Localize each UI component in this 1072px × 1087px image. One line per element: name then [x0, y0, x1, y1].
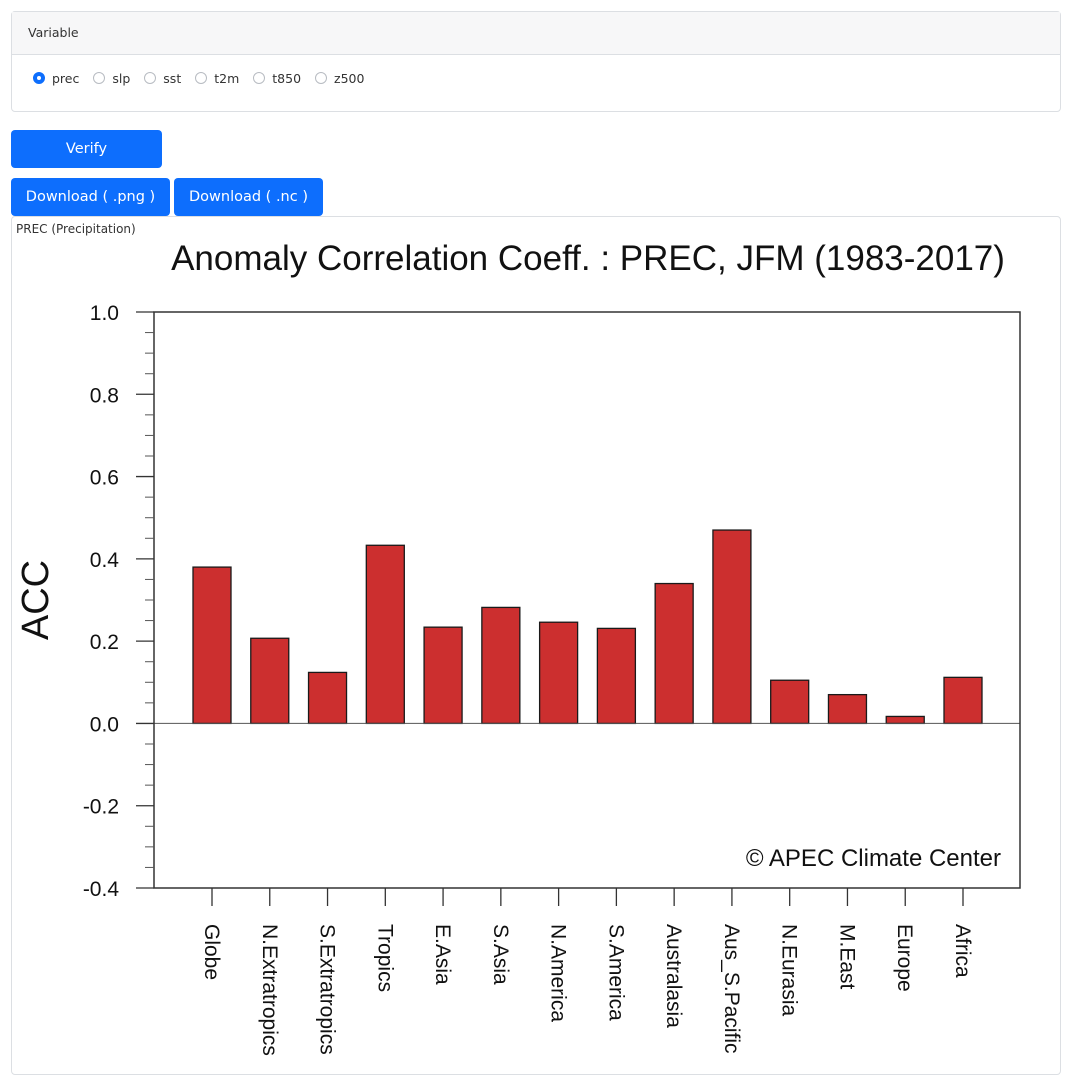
copyright-annotation: © APEC Climate Center: [746, 845, 1001, 872]
x-tick-label: N.America: [547, 924, 570, 1022]
radio-unchecked-icon[interactable]: [195, 72, 208, 84]
bar-Aus_S.Pacific: [712, 529, 752, 725]
radio-unchecked-icon[interactable]: [144, 72, 157, 84]
x-tick-label: Africa: [951, 924, 974, 978]
variable-radio-group: prec slp sst t2m t850 z500: [12, 55, 1060, 101]
x-tick-label: M.East: [835, 924, 858, 990]
radio-label: t2m: [214, 70, 240, 86]
y-tick-label: 0.8: [90, 384, 119, 407]
x-tick-label: Globe: [200, 924, 223, 980]
radio-label: slp: [112, 70, 131, 86]
y-tick-label: 0.4: [90, 549, 120, 572]
bar-Africa: [943, 676, 983, 725]
x-tick-label: E.Asia: [431, 924, 454, 985]
bar-S.Extratropics: [307, 671, 348, 725]
plot-caption: PREC (Precipitation): [16, 222, 136, 236]
radio-label: prec: [52, 70, 80, 86]
bar-N.Eurasia: [770, 679, 810, 725]
plot-panel: [11, 216, 1061, 1075]
x-tick-label: Australasia: [662, 924, 685, 1028]
radio-label: z500: [334, 70, 365, 86]
radio-unchecked-icon[interactable]: [93, 72, 106, 84]
radio-unchecked-icon[interactable]: [315, 72, 328, 84]
y-tick-label: 0.6: [90, 467, 119, 490]
radio-z500[interactable]: z500: [315, 71, 364, 86]
bar-Australasia: [654, 582, 694, 725]
bar-Europe: [885, 715, 925, 725]
bar-N.America: [538, 621, 579, 725]
download-png-button[interactable]: Download ( .png ): [11, 178, 170, 216]
radio-sst[interactable]: sst: [144, 71, 181, 86]
radio-label: t850: [272, 70, 302, 86]
radio-t850[interactable]: t850: [253, 71, 301, 86]
chart-title: Anomaly Correlation Coeff. : PREC, JFM (…: [171, 239, 1005, 278]
radio-unchecked-icon[interactable]: [253, 72, 266, 84]
bar-E.Asia: [423, 626, 463, 725]
x-tick-label: N.Eurasia: [778, 924, 801, 1017]
radio-slp[interactable]: slp: [93, 71, 130, 86]
x-tick-label: N.Extratropics: [258, 924, 281, 1056]
bars-group: [192, 529, 983, 725]
bar-N.Extratropics: [250, 637, 290, 725]
download-nc-button[interactable]: Download ( .nc ): [174, 178, 323, 216]
x-tick-label: S.America: [604, 924, 627, 1021]
y-tick-label: -0.4: [83, 878, 120, 901]
bar-Globe: [192, 566, 232, 725]
x-tick-label: Aus_S.Pacific: [720, 924, 743, 1054]
x-tick-label: Europe: [893, 924, 916, 992]
variable-panel: Variable prec slp sst t2m t850 z500: [11, 11, 1061, 112]
radio-checked-icon[interactable]: [33, 72, 45, 84]
x-tick-label: S.Asia: [489, 924, 512, 985]
x-tick-label: S.Extratropics: [316, 924, 339, 1055]
y-tick-label: -0.2: [83, 796, 119, 819]
radio-label: sst: [163, 70, 182, 86]
axes-group: 1.0 0.8 0.6 0.4 0.2 0.0 -0.2 -0.4 Globe N.Extratr…: [83, 302, 1021, 1056]
bar-M.East: [827, 693, 868, 725]
y-tick-label: 0.0: [90, 713, 119, 736]
bar-S.Asia: [481, 606, 521, 725]
radio-t2m[interactable]: t2m: [195, 71, 239, 86]
bar-Tropics: [365, 544, 405, 725]
verify-button[interactable]: Verify: [11, 130, 162, 168]
variable-panel-header: Variable: [12, 12, 1060, 55]
plot-frame: [153, 311, 1021, 889]
x-tick-label: Tropics: [373, 924, 396, 992]
radio-prec[interactable]: prec: [33, 71, 79, 86]
y-tick-label: 0.2: [90, 631, 119, 654]
y-axis-label: ACC: [15, 560, 57, 640]
bar-S.America: [596, 627, 637, 725]
y-tick-label: 1.0: [90, 302, 119, 325]
